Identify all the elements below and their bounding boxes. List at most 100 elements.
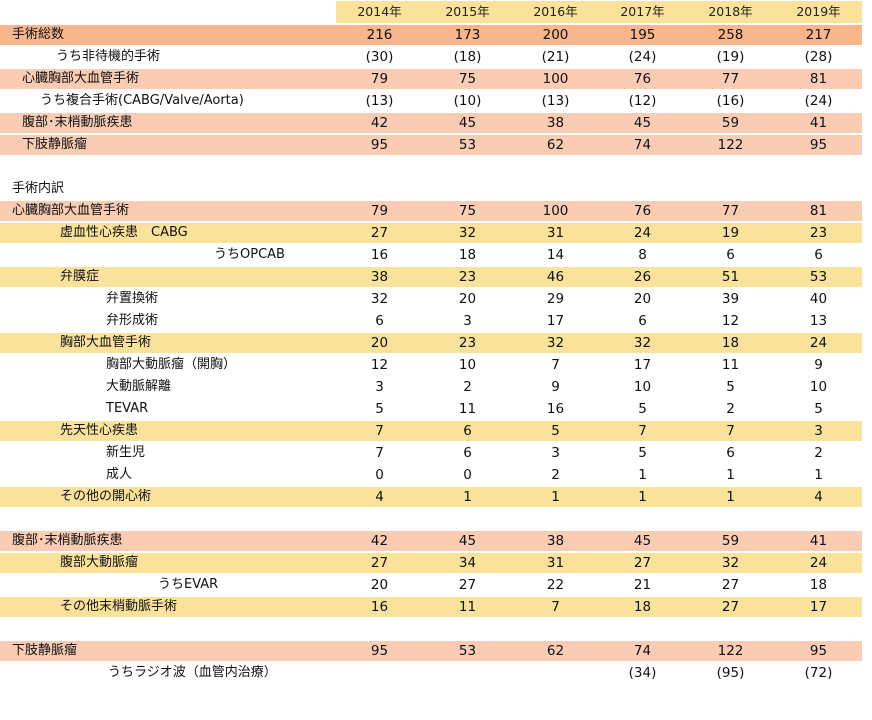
row-label: 先天性心疾患 bbox=[60, 423, 139, 438]
value-cell-2016: 9 bbox=[551, 379, 560, 395]
value-cell-2018: 39 bbox=[721, 291, 740, 307]
value-cell-2019: 95 bbox=[809, 643, 828, 659]
value-cell-2016: 62 bbox=[546, 137, 565, 153]
value-cell-2014: 42 bbox=[370, 115, 389, 131]
row-label: 弁置換術 bbox=[106, 291, 159, 306]
row-label: 胸部大動脈瘤（開胸） bbox=[106, 357, 237, 372]
year-header-2014: 2014年 bbox=[357, 4, 402, 19]
row-label: 大動脈解離 bbox=[106, 379, 172, 394]
value-cell-2019: 18 bbox=[809, 577, 828, 593]
value-cell-2017: 74 bbox=[633, 137, 652, 153]
value-cell-2019: (24) bbox=[804, 93, 833, 109]
value-cell-2018: 51 bbox=[721, 269, 740, 285]
value-cell-2017: 6 bbox=[638, 313, 647, 329]
value-cell-2017: (34) bbox=[628, 665, 657, 681]
value-cell-2017: (12) bbox=[628, 93, 657, 109]
breakdown-varicose-section: 下肢静脈瘤 95 53 62 74 122 95 うちラジオ波（血管内治療） (34) (95)(… bbox=[0, 640, 872, 684]
year-header-2017: 2017年 bbox=[620, 4, 665, 19]
row-values: 7 6 3 5 6 2 bbox=[336, 442, 862, 464]
value-cell-2017: 5 bbox=[638, 401, 647, 417]
row-values: 20 27 22 21 27 18 bbox=[336, 574, 862, 596]
value-cell-2016: 17 bbox=[546, 313, 565, 329]
value-cell-2015: 45 bbox=[458, 115, 477, 131]
value-cell-2014: 16 bbox=[370, 599, 389, 615]
row-values: 95 53 62 74 122 95 bbox=[336, 640, 862, 662]
spacer bbox=[0, 156, 872, 178]
value-cell-2019: 41 bbox=[809, 115, 828, 131]
value-cell-2018: 12 bbox=[721, 313, 740, 329]
row-label: その他の開心術 bbox=[60, 489, 152, 504]
value-cell-2014: (30) bbox=[365, 49, 394, 65]
value-cell-2014: 27 bbox=[370, 225, 389, 241]
value-cell-2014: 95 bbox=[370, 643, 389, 659]
value-cell-2017: 32 bbox=[633, 335, 652, 351]
value-cell-2017: 45 bbox=[633, 533, 652, 549]
row-values: 16 11 7 18 27 17 bbox=[336, 596, 862, 618]
value-cell-2016: 14 bbox=[546, 247, 565, 263]
table-row: 新生児 7 6 3 5 6 2 bbox=[0, 442, 872, 464]
table-row: 成人 0 0 2 1 1 1 bbox=[0, 464, 872, 486]
value-cell-2014: 4 bbox=[375, 489, 384, 505]
value-cell-2019: 41 bbox=[809, 533, 828, 549]
value-cell-2017: 21 bbox=[633, 577, 652, 593]
row-values: (13) (10) (13) (12) (16) (24) bbox=[336, 90, 862, 112]
table-row: うちOPCAB 16 18 14 8 6 6 bbox=[0, 244, 872, 266]
table-row: 弁置換術 32 20 29 20 39 40 bbox=[0, 288, 872, 310]
value-cell-2019: (28) bbox=[804, 49, 833, 65]
breakdown-title: 手術内訳 bbox=[12, 181, 65, 196]
value-cell-2017: 74 bbox=[633, 643, 652, 659]
row-label: うち複合手術(CABG/Valve/Aorta) bbox=[40, 93, 244, 108]
value-cell-2014: 20 bbox=[370, 577, 389, 593]
table-row: 下肢静脈瘤 95 53 62 74 122 95 bbox=[0, 134, 872, 156]
value-cell-2019: 24 bbox=[809, 555, 828, 571]
row-values: 42 45 38 45 59 41 bbox=[336, 530, 862, 552]
row-values: 27 32 31 24 19 23 bbox=[336, 222, 862, 244]
row-label: TEVAR bbox=[106, 401, 149, 416]
value-cell-2016: (13) bbox=[541, 93, 570, 109]
value-cell-2017: 26 bbox=[633, 269, 652, 285]
value-cell-2015: 18 bbox=[458, 247, 477, 263]
row-values: 216 173 200 195 258 217 bbox=[336, 24, 862, 46]
row-values: 0 0 2 1 1 1 bbox=[336, 464, 862, 486]
value-cell-2018: 19 bbox=[721, 225, 740, 241]
value-cell-2016: 62 bbox=[546, 643, 565, 659]
value-cell-2016: 38 bbox=[546, 115, 565, 131]
row-values: 4 1 1 1 1 4 bbox=[336, 486, 862, 508]
table-row: 下肢静脈瘤 95 53 62 74 122 95 bbox=[0, 640, 872, 662]
value-cell-2015: 173 bbox=[454, 27, 481, 43]
table-row: うち複合手術(CABG/Valve/Aorta) (13) (10) (13) (12)… bbox=[0, 90, 872, 112]
table-row: 先天性心疾患 7 6 5 7 7 3 bbox=[0, 420, 872, 442]
table-row: 手術総数 216 173 200 195 258 217 bbox=[0, 24, 872, 46]
row-label: 手術総数 bbox=[12, 27, 65, 42]
value-cell-2019: 3 bbox=[814, 423, 823, 439]
value-cell-2016: 2 bbox=[551, 467, 560, 483]
value-cell-2015: 23 bbox=[458, 335, 477, 351]
value-cell-2017: 18 bbox=[633, 599, 652, 615]
value-cell-2018: 77 bbox=[721, 71, 740, 87]
value-cell-2019: 17 bbox=[809, 599, 828, 615]
value-cell-2016: 31 bbox=[546, 555, 565, 571]
value-cell-2018: (16) bbox=[716, 93, 745, 109]
value-cell-2019: 2 bbox=[814, 445, 823, 461]
value-cell-2017: 8 bbox=[638, 247, 647, 263]
value-cell-2014: 79 bbox=[370, 203, 389, 219]
table-row: 弁形成術 6 3 17 6 12 13 bbox=[0, 310, 872, 332]
surgery-stats-table: 2014年 2015年 2016年 2017年 2018年 2019年 手術総数… bbox=[0, 1, 872, 684]
value-cell-2015: 75 bbox=[458, 203, 477, 219]
value-cell-2018: 59 bbox=[721, 115, 740, 131]
value-cell-2019: 95 bbox=[809, 137, 828, 153]
value-cell-2014: 0 bbox=[375, 467, 384, 483]
value-cell-2018: 122 bbox=[717, 137, 744, 153]
row-values: 95 53 62 74 122 95 bbox=[336, 134, 862, 156]
value-cell-2017: 1 bbox=[638, 489, 647, 505]
value-cell-2014: 27 bbox=[370, 555, 389, 571]
row-values: 32 20 29 20 39 40 bbox=[336, 288, 862, 310]
value-cell-2019: 9 bbox=[814, 357, 823, 373]
row-values: (30) (18) (21) (24) (19) (28) bbox=[336, 46, 862, 68]
row-label: 心臓胸部大血管手術 bbox=[22, 71, 140, 86]
year-header-2016: 2016年 bbox=[533, 4, 578, 19]
value-cell-2016: 200 bbox=[542, 27, 569, 43]
value-cell-2015: 3 bbox=[463, 313, 472, 329]
value-cell-2017: 17 bbox=[633, 357, 652, 373]
value-cell-2019: 5 bbox=[814, 401, 823, 417]
